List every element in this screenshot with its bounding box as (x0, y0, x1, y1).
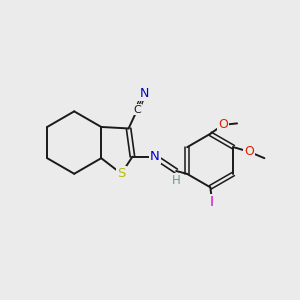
Text: N: N (150, 150, 160, 163)
Text: H: H (172, 174, 181, 187)
Text: N: N (139, 87, 148, 100)
Text: S: S (117, 167, 125, 180)
Text: C: C (134, 104, 141, 115)
Text: O: O (244, 145, 254, 158)
Text: O: O (218, 118, 228, 131)
Text: I: I (210, 195, 214, 209)
